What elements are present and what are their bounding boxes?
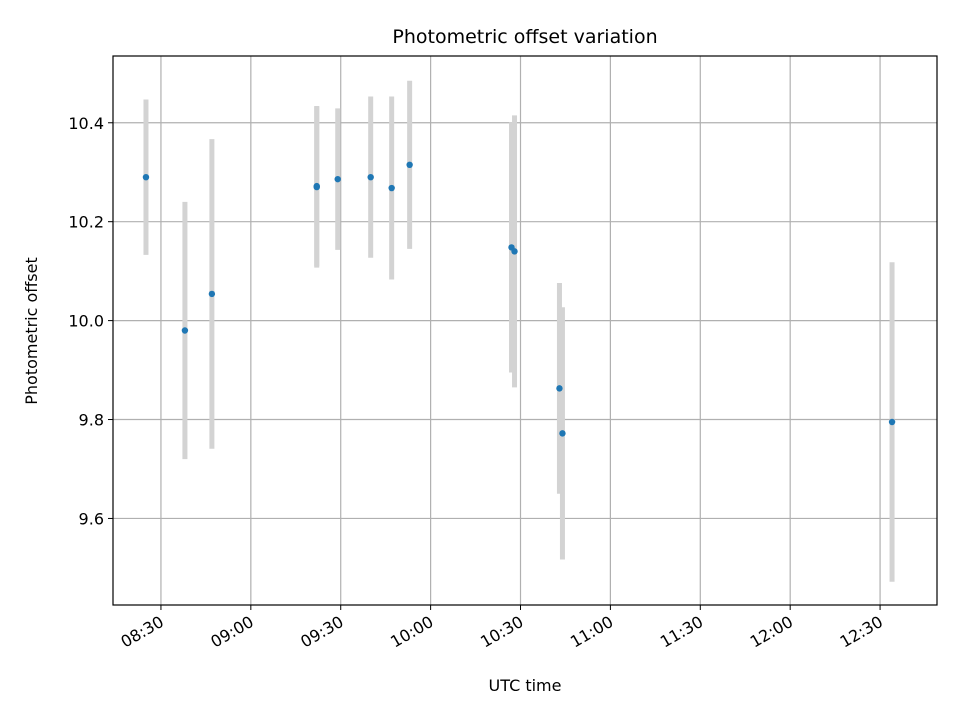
y-axis-label: Photometric offset xyxy=(22,257,41,405)
y-tick-label: 9.8 xyxy=(79,411,104,430)
y-tick-label: 9.6 xyxy=(79,509,104,528)
data-point xyxy=(367,173,374,181)
grid xyxy=(113,56,937,605)
data-point xyxy=(142,173,150,181)
data-point xyxy=(511,248,518,255)
y-tick-labels: 9.6 9.8 10.0 10.2 10.4 xyxy=(68,114,104,529)
axis-ticks xyxy=(108,122,881,610)
y-tick-label: 10.0 xyxy=(68,312,104,331)
data-point xyxy=(313,183,320,191)
y-tick-label: 10.4 xyxy=(68,114,104,133)
x-axis-label: UTC time xyxy=(489,676,562,695)
data-point xyxy=(556,385,563,392)
data-points xyxy=(142,161,896,437)
data-point xyxy=(388,184,395,192)
data-point xyxy=(888,418,896,426)
data-point xyxy=(181,327,189,334)
chart-title: Photometric offset variation xyxy=(392,26,657,48)
data-point xyxy=(334,175,341,183)
data-point xyxy=(208,290,216,298)
data-point xyxy=(406,161,413,169)
data-point xyxy=(559,430,566,437)
plot-frame xyxy=(112,55,938,606)
y-tick-label: 10.2 xyxy=(68,213,104,232)
